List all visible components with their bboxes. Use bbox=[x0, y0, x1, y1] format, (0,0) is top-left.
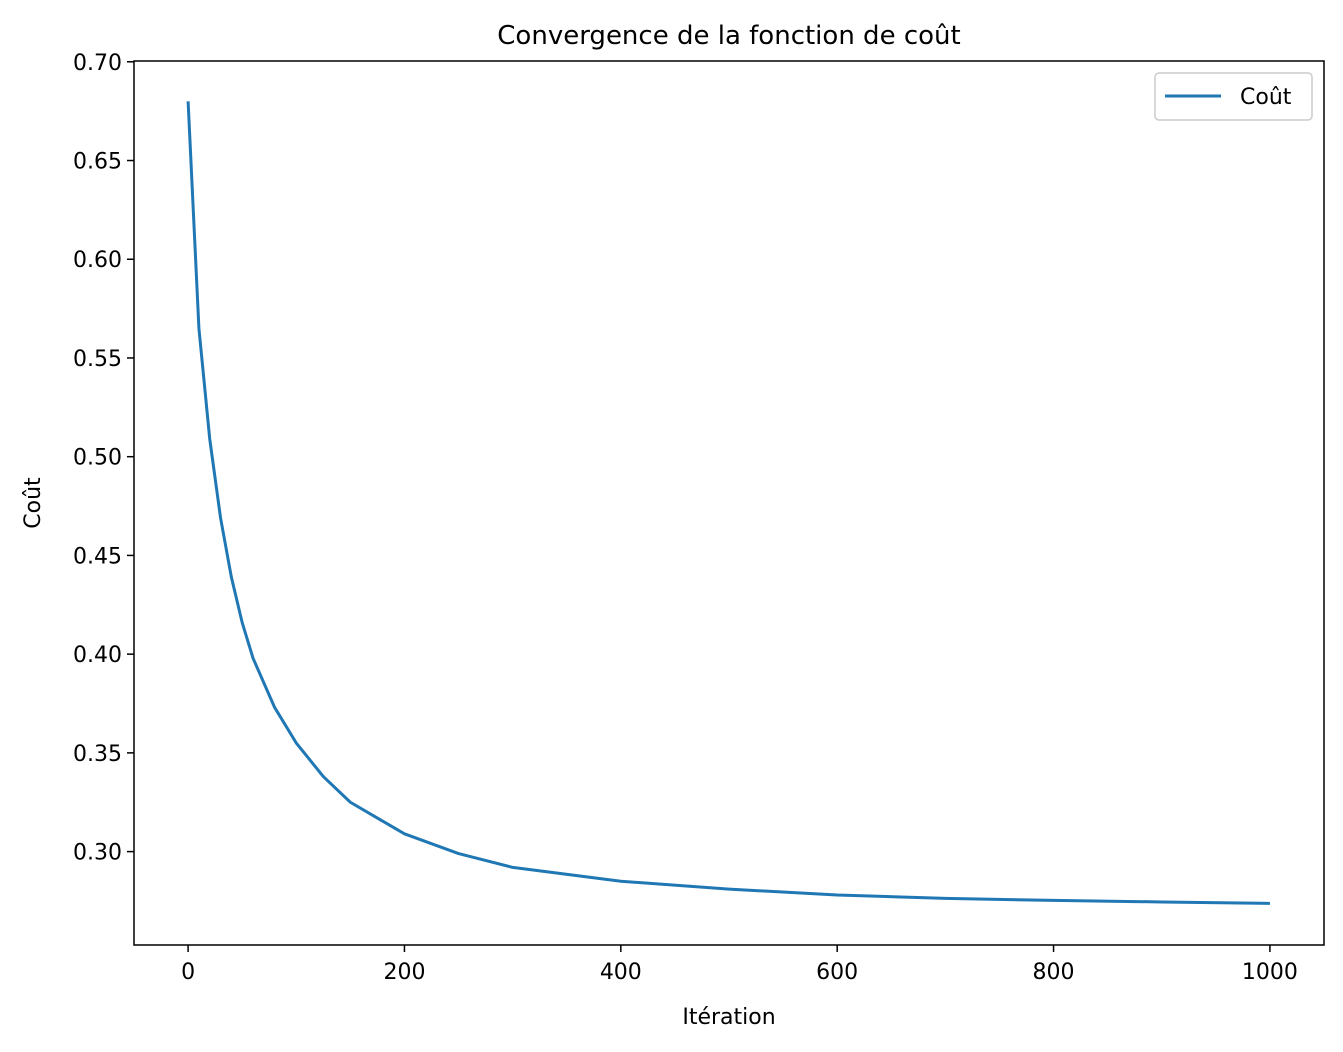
x-tick-label: 400 bbox=[600, 960, 642, 985]
legend-label: Coût bbox=[1240, 85, 1292, 110]
x-axis-label: Itération bbox=[682, 1005, 775, 1030]
y-tick-label: 0.65 bbox=[73, 150, 122, 175]
y-axis-label: Coût bbox=[21, 477, 46, 529]
y-tick-label: 0.40 bbox=[73, 643, 122, 668]
y-tick-label: 0.70 bbox=[73, 51, 122, 76]
plot-frame bbox=[133, 60, 1325, 946]
line-series bbox=[186, 101, 1270, 905]
y-tick-label: 0.60 bbox=[73, 248, 122, 273]
chart-title: Convergence de la fonction de coût bbox=[497, 21, 960, 51]
y-tick-label: 0.30 bbox=[73, 841, 122, 866]
y-tick-label: 0.35 bbox=[73, 742, 122, 767]
y-tick-label: 0.45 bbox=[73, 544, 122, 569]
x-tick-label: 200 bbox=[383, 960, 425, 985]
x-tick-label: 800 bbox=[1033, 960, 1075, 985]
y-tick-label: 0.55 bbox=[73, 347, 122, 372]
x-tick-label: 600 bbox=[816, 960, 858, 985]
y-tick-label: 0.50 bbox=[73, 446, 122, 471]
x-tick-label: 0 bbox=[181, 960, 195, 985]
x-tick-label: 1000 bbox=[1242, 960, 1298, 985]
legend-box bbox=[1154, 72, 1313, 121]
